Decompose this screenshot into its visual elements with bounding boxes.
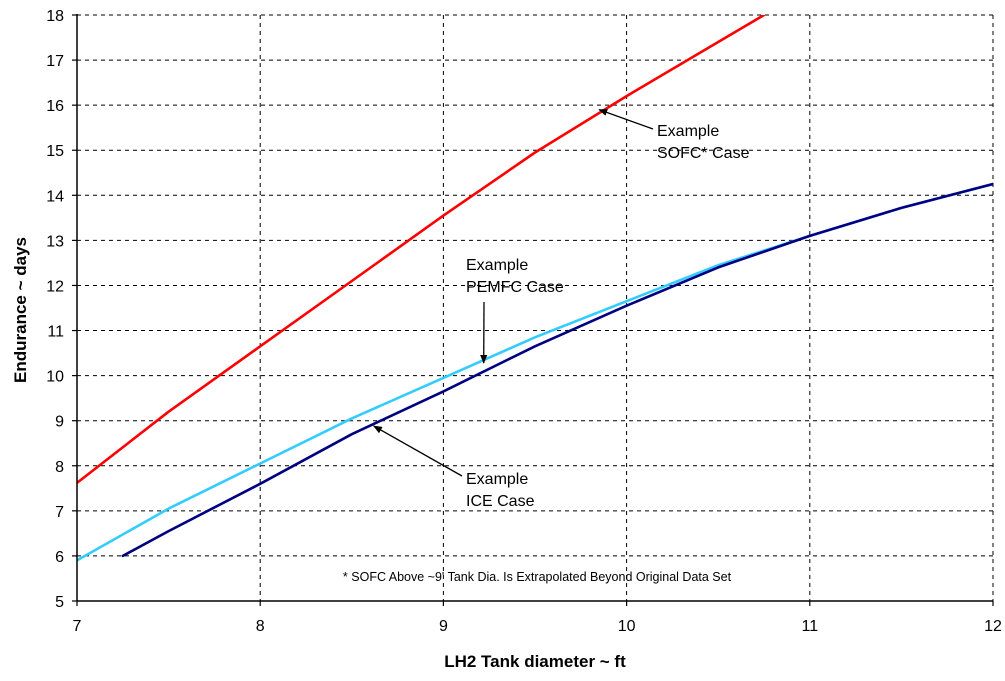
annotation-2: Example PEMFC Case xyxy=(466,257,564,364)
y-tick-label: 18 xyxy=(46,8,64,25)
footnote: * SOFC Above ~9' Tank Dia. Is Extrapolat… xyxy=(343,570,732,584)
x-tick-label: 9 xyxy=(439,618,448,635)
annotation-arrow xyxy=(373,425,463,477)
series-line-1 xyxy=(77,15,766,485)
y-tick-label: 9 xyxy=(55,414,64,431)
y-tick-label: 14 xyxy=(46,188,64,205)
series-line-3 xyxy=(121,182,993,558)
tick-labels: 5 6 7 8 9 10 11 12 13 14 15 16 17 18 7 8 9 10 11 12 xyxy=(46,8,1002,635)
y-tick-label: 17 xyxy=(46,53,64,70)
y-tick-label: 10 xyxy=(46,369,64,386)
x-tick-label: 12 xyxy=(984,618,1002,635)
x-tick-label: 8 xyxy=(256,618,265,635)
x-tick-label: 11 xyxy=(801,618,818,635)
x-tick-label: 10 xyxy=(618,618,636,635)
y-tick-label: 15 xyxy=(46,143,64,160)
annotation-3: Example ICE Case xyxy=(373,425,535,510)
annotation-text: ICE Case xyxy=(466,493,535,510)
axes xyxy=(72,14,994,606)
y-tick-label: 7 xyxy=(55,504,64,521)
y-axis-label: Endurance ~ days xyxy=(11,237,30,383)
annotation-text: Example xyxy=(466,257,528,274)
series-layer xyxy=(77,15,993,562)
annotation-text: SOFC* Case xyxy=(657,145,750,162)
y-tick-label: 16 xyxy=(46,98,64,115)
y-tick-label: 5 xyxy=(55,594,64,611)
annotation-arrow xyxy=(598,109,654,130)
y-tick-label: 13 xyxy=(46,233,64,250)
annotation-1: Example SOFC* Case xyxy=(598,109,750,162)
gridlines xyxy=(77,14,994,601)
y-tick-label: 12 xyxy=(46,278,64,295)
annotation-text: Example xyxy=(466,471,528,488)
y-tick-label: 11 xyxy=(47,324,64,341)
x-tick-label: 7 xyxy=(73,618,82,635)
x-axis-label: LH2 Tank diameter ~ ft xyxy=(444,652,626,671)
annotation-text: PEMFC Case xyxy=(466,279,564,296)
y-tick-label: 6 xyxy=(55,549,64,566)
annotation-text: Example xyxy=(657,123,719,140)
y-tick-label: 8 xyxy=(55,459,64,476)
